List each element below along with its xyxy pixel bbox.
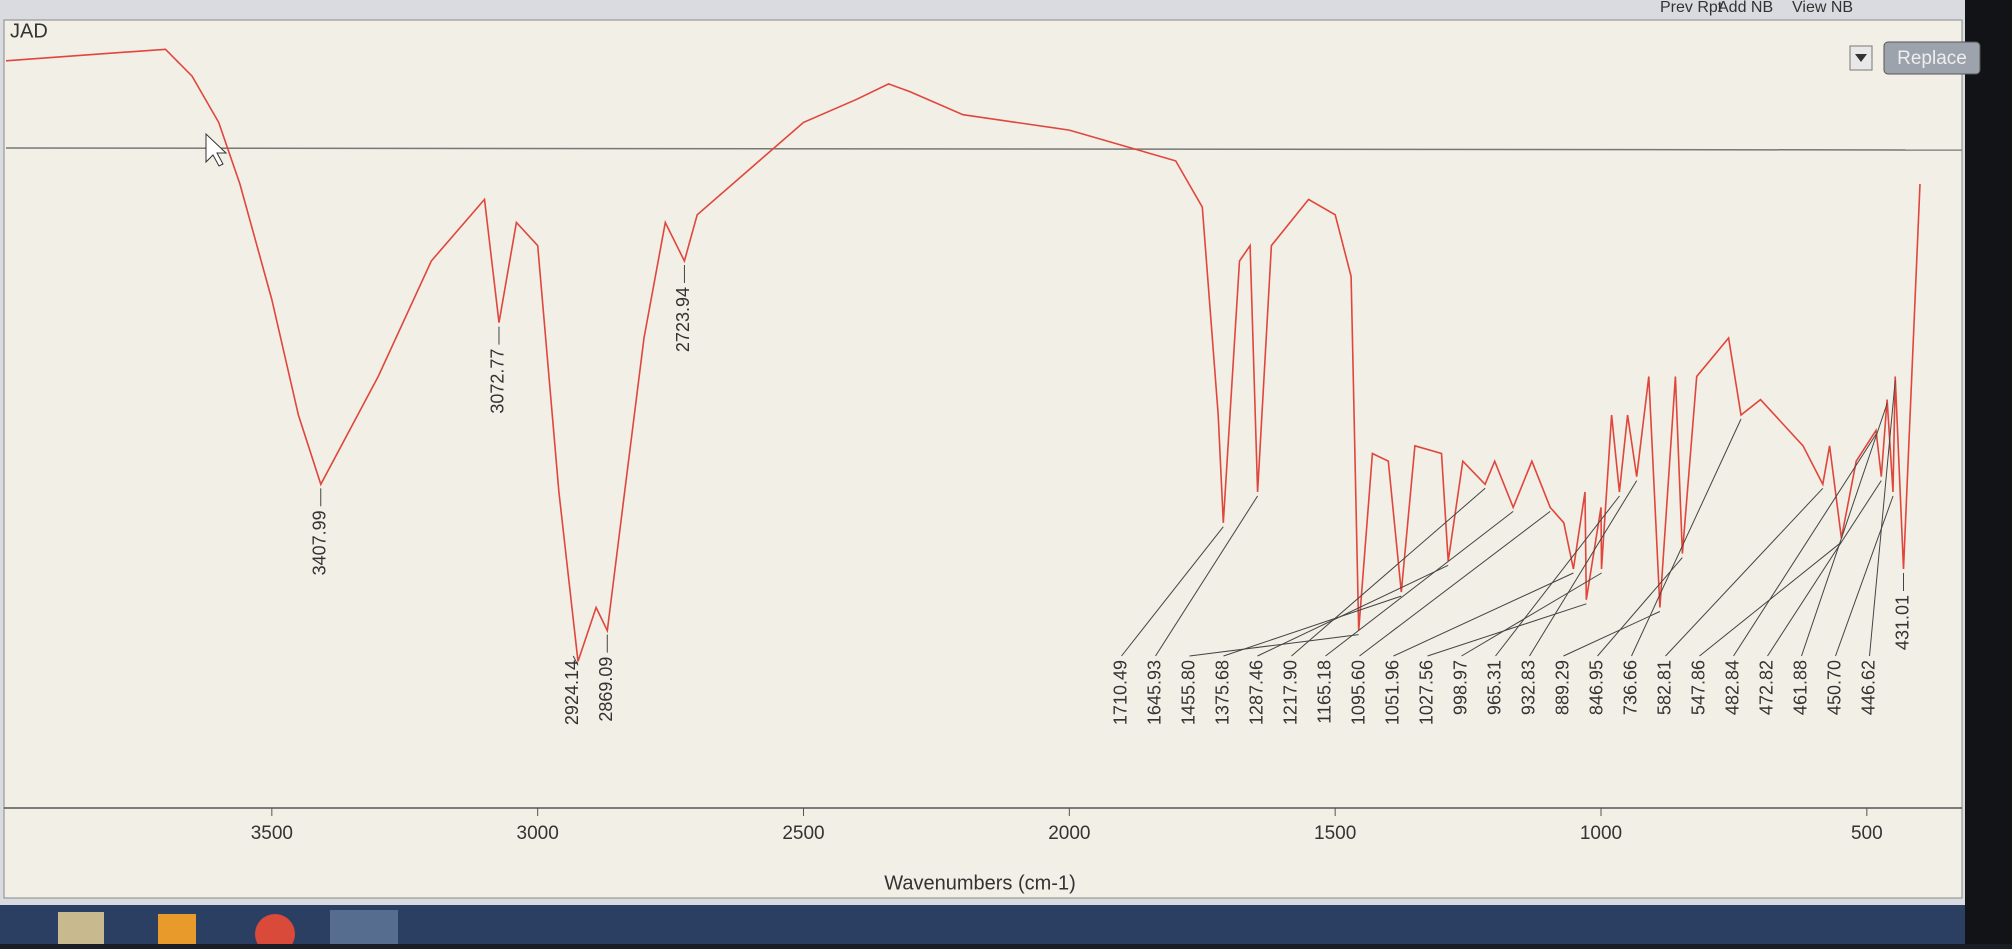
peak-label: 846.95	[1586, 660, 1606, 715]
taskbar-icon[interactable]	[158, 914, 196, 944]
peak-label: 998.97	[1450, 660, 1470, 715]
x-tick-label: 3000	[517, 823, 559, 844]
peak-leader	[1665, 487, 1824, 657]
toolbar-item[interactable]: Add NB	[1718, 0, 1773, 16]
x-tick-label: 2000	[1048, 823, 1090, 844]
peak-label: 461.88	[1790, 660, 1810, 715]
peak-label: 736.66	[1620, 660, 1640, 715]
peak-label: 965.31	[1484, 660, 1504, 715]
peak-leader	[1223, 595, 1402, 657]
peak-label: 2924.14	[562, 660, 582, 725]
peak-leader	[1121, 526, 1224, 657]
peak-label: 450.70	[1824, 660, 1844, 715]
plot-panel	[3, 19, 1963, 899]
x-axis-label: Wavenumbers (cm-1)	[884, 872, 1076, 894]
peak-leader	[1631, 418, 1742, 657]
x-tick-label: 3500	[251, 823, 293, 844]
peak-leader	[1291, 487, 1486, 657]
peak-leader	[1155, 495, 1259, 657]
toolbar-item[interactable]: View NB	[1792, 0, 1853, 16]
peak-label: 1165.18	[1314, 660, 1334, 724]
peak-label: 932.83	[1518, 660, 1538, 715]
peak-label: 1095.60	[1348, 660, 1368, 725]
x-tick-label: 500	[1851, 823, 1883, 844]
taskbar-icon[interactable]	[330, 910, 398, 944]
peak-label: 889.29	[1552, 660, 1572, 715]
peak-leader	[1495, 495, 1620, 657]
peak-leader	[1257, 564, 1449, 657]
peak-label: 582.81	[1654, 660, 1674, 715]
taskbar-icon[interactable]	[255, 914, 295, 949]
toolbar-item[interactable]: Prev Rpt	[1660, 0, 1723, 16]
peak-leader	[1869, 380, 1896, 657]
chart-title: JAD	[10, 20, 48, 42]
bezel	[1965, 0, 2012, 944]
peak-leader	[1393, 572, 1574, 657]
peak-leader	[1563, 611, 1661, 657]
peak-leader	[1427, 603, 1587, 657]
peak-label: 3407.99	[310, 510, 330, 575]
peak-label: 1710.49	[1110, 660, 1130, 725]
cursor-line	[5, 147, 1963, 151]
peak-leader	[1597, 557, 1683, 657]
peak-label: 472.82	[1756, 660, 1776, 715]
peak-leader	[1189, 634, 1359, 657]
peak-leader	[1801, 403, 1888, 657]
peak-label: 3072.77	[488, 349, 508, 414]
peak-label: 2869.09	[596, 657, 616, 722]
replace-button[interactable]	[1883, 41, 1981, 75]
peak-label: 482.84	[1722, 660, 1742, 715]
peak-label: 2723.94	[673, 287, 693, 352]
peak-label: 547.86	[1688, 660, 1708, 715]
peak-leader	[1529, 480, 1638, 657]
peak-leader	[572, 655, 579, 666]
peak-leader	[1359, 511, 1551, 657]
button-label: Replace	[1897, 48, 1967, 69]
peak-leader	[1733, 434, 1877, 657]
mouse-pointer	[205, 132, 228, 167]
peak-label: 431.01	[1892, 595, 1912, 650]
peak-leader	[1767, 480, 1882, 657]
peak-label: 1645.93	[1144, 660, 1164, 725]
peak-label: 1027.56	[1416, 660, 1436, 725]
peak-leader	[1325, 511, 1514, 657]
x-tick-label: 1500	[1314, 823, 1356, 844]
peak-leader	[1835, 495, 1894, 657]
peak-label: 1455.80	[1178, 660, 1198, 725]
dropdown-arrow	[1855, 54, 1867, 62]
taskbar-icon[interactable]	[58, 912, 104, 944]
peak-label: 1375.68	[1212, 660, 1232, 725]
peak-label: 1287.46	[1246, 660, 1266, 725]
taskbar	[0, 905, 1965, 944]
peak-label: 1051.96	[1382, 660, 1402, 725]
peak-label: 446.62	[1858, 660, 1878, 715]
peak-leader	[1461, 572, 1602, 657]
x-tick-label: 2500	[782, 823, 824, 844]
peak-label: 1217.90	[1280, 660, 1300, 725]
x-tick-label: 1000	[1580, 823, 1622, 844]
